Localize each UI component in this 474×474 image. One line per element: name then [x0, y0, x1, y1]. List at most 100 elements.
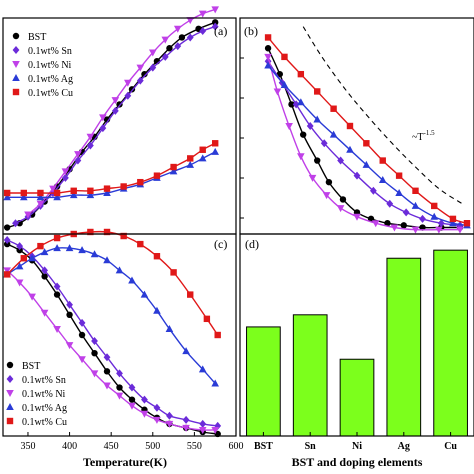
panel-a-series-1-point-14 — [186, 33, 194, 42]
panel-a-series-3-point-4 — [69, 191, 78, 199]
panel-b-series-4-point-10 — [431, 202, 438, 210]
panel-c-series-0-point-9 — [116, 384, 123, 391]
panel-a-series-4-point-1 — [20, 189, 28, 197]
panel-a-series-2-point-14 — [198, 10, 207, 18]
panel-d-bar-0 — [246, 326, 281, 437]
panel-c-legend-label-4: 0.1wt% Cu — [22, 417, 67, 428]
panel-a-legend-marker-4 — [12, 88, 20, 96]
panel-b-series-4-point-6 — [363, 140, 370, 147]
panel-d-category-label-4: Cu — [444, 441, 457, 452]
panel-c-series-4-point-10 — [170, 269, 177, 276]
panel-a-series-2-line — [27, 8, 216, 216]
panel-b-series-3-point-8 — [395, 188, 403, 196]
panel-c-tick-label-3: 500 — [145, 441, 160, 452]
panel-a-series-3-point-2 — [36, 193, 45, 201]
panel-b-series — [264, 26, 471, 234]
panel-b-series-0-point-0 — [264, 45, 272, 52]
panel-a-series-1-point-15 — [199, 26, 207, 35]
panel-c-series-3-point-3 — [40, 248, 49, 256]
panel-d-bar-3 — [386, 257, 422, 437]
panel-a-series-2-point-7 — [111, 97, 120, 105]
panel-b: (b) ~T-1.5 — [239, 17, 474, 235]
panel-c-series-3-point-7 — [90, 250, 99, 258]
panel-a-series-4-point-10 — [170, 163, 177, 171]
panel-c-series-4-point-3 — [53, 234, 61, 242]
panel-c-series-3-point-12 — [153, 306, 161, 314]
panel-a-series-4-point-12 — [199, 146, 206, 153]
panel-b-series-4-point-3 — [314, 88, 321, 95]
panel-b-series-0-point-6 — [339, 196, 347, 203]
panel-b-series-0-point-3 — [299, 131, 307, 138]
panel-d-category-label-1: Sn — [305, 441, 317, 452]
panel-c-series-4-point-11 — [187, 291, 194, 298]
panel-b-series-3-point-2 — [297, 98, 305, 106]
panel-a-legend-label-2: 0.1wt% Ni — [28, 60, 72, 71]
panel-b-series-0-point-2 — [288, 101, 295, 108]
panel-a-series-3-point-1 — [20, 193, 28, 201]
panel-b-series-4-point-5 — [346, 122, 354, 130]
panel-a-legend-marker-1 — [12, 46, 20, 54]
panel-c-series-1-point-12 — [153, 403, 161, 412]
power-law-base: ~T — [412, 132, 424, 143]
panel-c-series-2-point-13 — [165, 420, 174, 428]
panel-b-series-3-point-5 — [346, 145, 354, 153]
panel-a-series-1-point-16 — [211, 22, 219, 31]
panel-a-series-3-point-12 — [198, 154, 207, 162]
panel-c-series-3-point-4 — [53, 244, 61, 252]
panel-c-series-4-point-6 — [103, 228, 111, 236]
panel-a-series-1-point-0 — [12, 219, 19, 228]
panel-a-series-3-point-10 — [169, 167, 178, 175]
panel-c-legend-label-2: 0.1wt% Ni — [22, 389, 66, 400]
panel-c-series-2-point-16 — [211, 426, 219, 434]
panel-a-series-1-point-8 — [111, 106, 119, 115]
panel-d-category-label-2: Ni — [352, 441, 362, 452]
panel-c-series-2-point-11 — [140, 410, 149, 418]
panel-a-label: (a) — [214, 24, 227, 38]
panel-c-series-0-point-1 — [16, 246, 23, 254]
panel-c-series-3-point-11 — [140, 290, 149, 298]
panel-c-series — [3, 228, 222, 438]
panel-c-tick-label-2: 450 — [104, 441, 119, 452]
panel-a-series-0-point-14 — [178, 34, 186, 41]
panel-a-legend-label-3: 0.1wt% Ag — [28, 74, 73, 85]
panel-a-series-2-point-8 — [124, 79, 132, 87]
panel-b-series-0-point-4 — [314, 157, 321, 164]
panel-a-series-1-point-7 — [99, 124, 107, 133]
panel-c-tick-label-0: 350 — [20, 441, 35, 452]
panel-a-series-2-point-9 — [136, 64, 145, 72]
panel-c-series-3-point-2 — [28, 254, 36, 262]
panel-b-series-2-point-11 — [435, 226, 443, 234]
panel-c-series-2-point-7 — [90, 370, 99, 378]
panel-b-series-3-point-11 — [449, 219, 457, 227]
panel-a-series-4-point-2 — [37, 189, 44, 197]
panel-d-category-label-3: Ag — [398, 441, 410, 452]
panel-a-series-2-point-15 — [211, 6, 219, 14]
panel-c-series-0-point-7 — [91, 349, 98, 357]
panel-c-series-1-point-10 — [128, 383, 136, 392]
panel-c-tick-label-1: 400 — [62, 441, 77, 452]
panel-c-series-1-point-5 — [66, 300, 73, 309]
panel-b-series-1-point-8 — [386, 199, 394, 208]
panel-b-series-2-point-0 — [264, 53, 272, 61]
panel-a-series-1-point-11 — [149, 63, 157, 72]
panel-d-xlabel: BST and doping elements — [292, 455, 423, 469]
panel-a-series-4-point-4 — [70, 187, 77, 194]
panel-a-series-4-point-9 — [153, 172, 161, 179]
panel-a-series-1-point-4 — [62, 173, 69, 182]
panel-c-xlabel: Temperature(K) — [83, 455, 167, 469]
panel-c-series-4-point-13 — [214, 331, 221, 339]
panel-a-series-2-point-3 — [61, 168, 70, 176]
panel-c-series-1-point-6 — [78, 318, 86, 327]
panel-a-series-0-point-13 — [166, 45, 173, 52]
panel-c-legend-marker-0 — [6, 361, 14, 369]
panel-b-series-0-point-9 — [384, 220, 391, 227]
panel-a-series-4-point-11 — [187, 155, 194, 162]
panel-c-series-0-point-5 — [66, 311, 73, 318]
panel-c-series-2-point-15 — [198, 426, 207, 434]
panel-c-series-1-point-3 — [41, 266, 49, 275]
panel-a-series-2-point-1 — [36, 200, 45, 208]
panel-c-series-2-point-12 — [153, 416, 161, 424]
panel-c-series-4-point-0 — [3, 271, 11, 278]
panel-c-series-0-point-0 — [3, 240, 11, 248]
panel-b-series-3-point-1 — [280, 80, 289, 88]
